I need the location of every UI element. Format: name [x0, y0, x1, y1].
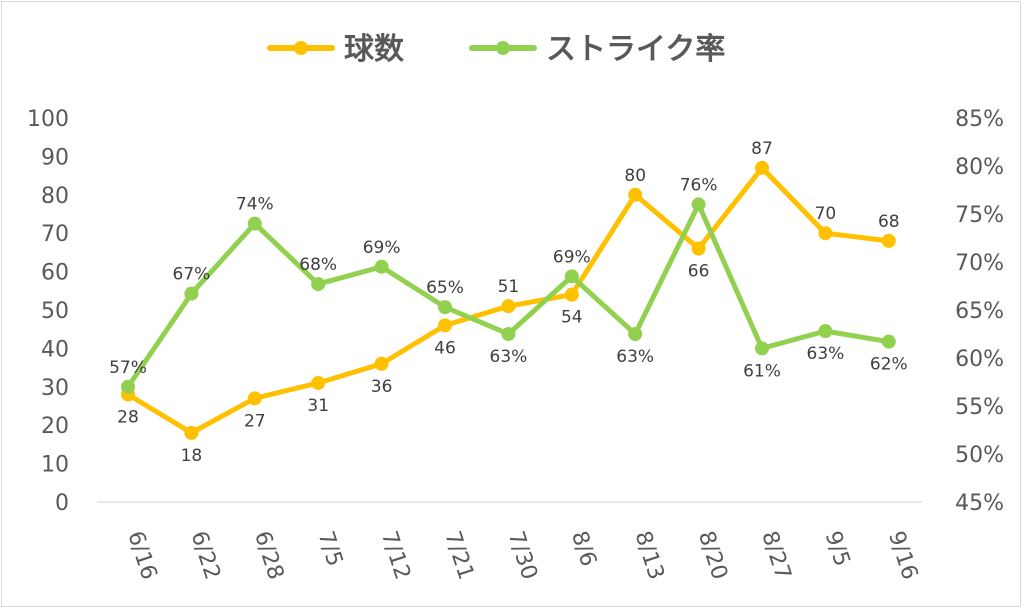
- data-label: 28: [117, 407, 139, 427]
- data-point: [755, 160, 769, 175]
- y-right-tick-label: 75%: [955, 203, 1004, 228]
- x-tick-label: 8/13: [629, 528, 668, 583]
- y-right-tick-label: 85%: [955, 107, 1004, 132]
- data-label: 62%: [870, 355, 908, 375]
- data-point: [311, 277, 326, 292]
- x-tick-label: 9/5: [820, 528, 855, 569]
- data-point: [184, 425, 199, 440]
- data-point: [881, 233, 896, 248]
- data-point: [628, 327, 643, 341]
- data-point: [374, 356, 389, 371]
- legend-label: ストライク率: [546, 32, 725, 67]
- y-right-tick-label: 70%: [955, 251, 1004, 276]
- data-label: 68%: [299, 255, 337, 275]
- data-point: [691, 197, 706, 212]
- axes: 0 10 20 30 40 50 60 70 80 90 100 45% 50% 55% 60% 65% 70%…: [27, 107, 1004, 583]
- data-label: 66: [688, 262, 710, 282]
- y-right-tick-label: 50%: [955, 443, 1004, 468]
- data-labels: 28 18 27 31 36 46 51 54 80 66 87 70 68 57% 67% 74% 68% 69…: [109, 139, 908, 466]
- x-tick-label: 8/20: [693, 528, 732, 583]
- data-point: [818, 226, 833, 241]
- data-label: 54: [561, 308, 583, 328]
- data-label: 61%: [743, 361, 781, 381]
- data-label: 65%: [426, 278, 464, 298]
- data-point: [691, 241, 706, 256]
- data-point: [501, 327, 516, 341]
- data-label: 27: [244, 411, 266, 431]
- x-tick-label: 6/16: [122, 528, 161, 583]
- data-label: 80: [624, 166, 646, 186]
- data-point: [121, 379, 135, 394]
- data-label: 51: [498, 277, 520, 297]
- data-label: 18: [181, 446, 203, 466]
- data-point: [628, 187, 643, 202]
- data-label: 70: [815, 204, 837, 224]
- y-right-tick-label: 55%: [955, 395, 1004, 420]
- data-label: 69%: [553, 247, 591, 267]
- data-point: [818, 324, 833, 339]
- legend-swatch-marker: [496, 41, 510, 55]
- data-label: 31: [307, 396, 329, 416]
- data-label: 63%: [807, 344, 845, 364]
- data-point: [755, 341, 769, 356]
- y-left-tick-label: 50: [41, 299, 69, 324]
- x-tick-label: 7/30: [503, 528, 542, 583]
- series-points: [121, 160, 896, 440]
- data-point: [501, 299, 516, 314]
- data-label: 57%: [109, 358, 147, 378]
- y-left-tick-label: 10: [41, 453, 69, 478]
- data-point: [247, 391, 262, 406]
- y-right-tick-label: 45%: [955, 491, 1004, 516]
- data-label: 68: [878, 212, 900, 232]
- x-tick-label: 8/27: [756, 528, 795, 583]
- y-left-tick-label: 90: [41, 145, 69, 170]
- data-point: [438, 318, 452, 333]
- data-point: [374, 259, 389, 274]
- y-left-tick-label: 70: [41, 222, 69, 247]
- y-right-tick-label: 65%: [955, 299, 1004, 324]
- data-label: 69%: [363, 238, 401, 258]
- legend: 球数 ストライク率: [267, 32, 725, 67]
- y-left-tick-label: 30: [41, 376, 69, 401]
- y-right-tick-label: 60%: [955, 347, 1004, 372]
- data-point: [311, 375, 326, 390]
- y-left-tick-label: 60: [41, 261, 69, 286]
- y-left-tick-label: 80: [41, 184, 69, 209]
- data-point: [247, 216, 262, 231]
- data-point: [881, 334, 896, 349]
- y-left-tick-label: 20: [41, 414, 69, 439]
- x-tick-label: 8/6: [566, 528, 601, 569]
- y-right-tick-label: 80%: [955, 155, 1004, 180]
- data-label: 36: [371, 377, 393, 397]
- x-tick-label: 6/22: [186, 528, 225, 583]
- data-point: [184, 286, 199, 301]
- data-label: 63%: [616, 347, 654, 367]
- legend-swatch-marker: [294, 41, 308, 55]
- y-left-tick-label: 40: [41, 337, 69, 362]
- legend-label: 球数: [344, 32, 405, 67]
- data-label: 76%: [680, 175, 718, 195]
- x-tick-label: 7/12: [376, 528, 415, 583]
- y-left-tick-label: 100: [27, 107, 69, 132]
- x-tick-label: 6/28: [249, 528, 288, 583]
- data-label: 63%: [490, 347, 528, 367]
- x-tick-label: 9/16: [883, 528, 922, 583]
- data-point: [564, 287, 579, 302]
- data-label: 67%: [173, 265, 211, 285]
- x-tick-label: 7/5: [312, 528, 347, 569]
- data-point: [438, 300, 452, 315]
- data-label: 74%: [236, 195, 274, 215]
- data-point: [564, 269, 579, 284]
- data-label: 87: [751, 139, 773, 159]
- x-tick-label: 7/21: [439, 528, 478, 583]
- y-left-tick-label: 0: [55, 491, 69, 516]
- data-label: 46: [434, 338, 456, 358]
